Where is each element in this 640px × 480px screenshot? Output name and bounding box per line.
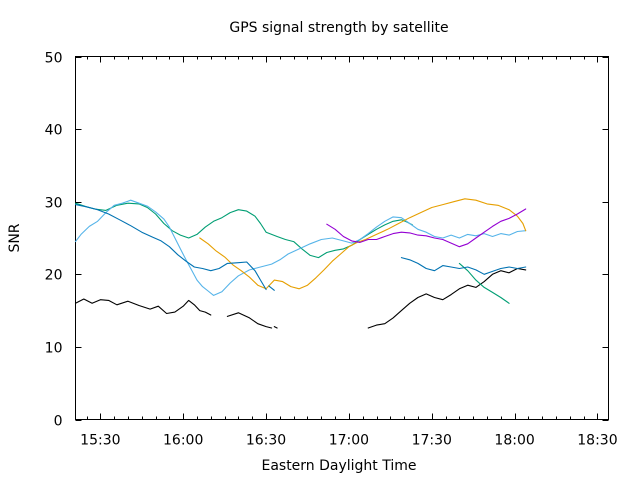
x-axis-title: Eastern Daylight Time <box>261 458 416 474</box>
x-tick-label: 15:30 <box>80 433 120 449</box>
y-axis: 0 10 20 30 40 50 <box>45 51 609 430</box>
y-tick-label: 10 <box>45 341 63 357</box>
x-tick-label: 16:00 <box>163 433 203 449</box>
series-line <box>273 326 278 329</box>
y-tick-label: 50 <box>45 51 63 67</box>
y-tick-label: 0 <box>54 414 63 430</box>
series-line <box>74 298 212 316</box>
x-tick-label: 17:00 <box>329 433 369 449</box>
series-line <box>74 202 413 259</box>
y-tick-label: 30 <box>45 196 63 212</box>
series-line <box>326 208 527 248</box>
series-6 <box>326 208 527 248</box>
y-axis-title: SNR <box>7 223 23 252</box>
series-line <box>458 262 510 304</box>
x-tick-label: 18:00 <box>494 433 534 449</box>
x-tick-label: 18:30 <box>577 433 617 449</box>
series-3 <box>74 199 527 296</box>
plot-frame <box>75 56 609 420</box>
series-layer <box>74 198 527 329</box>
x-tick-label: 17:30 <box>412 433 452 449</box>
x-tick-label: 16:30 <box>246 433 286 449</box>
series-2 <box>74 202 510 304</box>
y-tick-label: 40 <box>45 123 63 139</box>
series-line <box>226 312 273 329</box>
series-line <box>268 285 275 291</box>
series-5 <box>74 204 527 291</box>
series-4 <box>199 198 527 290</box>
series-line <box>400 257 527 275</box>
plot-area: 15:30 16:00 16:30 17:00 17:30 18:00 18:30 0 10 2… <box>45 51 618 449</box>
x-axis: 15:30 16:00 16:30 17:00 17:30 18:00 18:30 <box>80 56 618 449</box>
series-line <box>367 267 527 329</box>
series-line <box>74 204 267 291</box>
chart-title: GPS signal strength by satellite <box>229 20 448 36</box>
y-tick-label: 20 <box>45 268 63 284</box>
series-1 <box>74 267 527 329</box>
series-line <box>199 198 527 290</box>
series-line <box>74 199 527 296</box>
